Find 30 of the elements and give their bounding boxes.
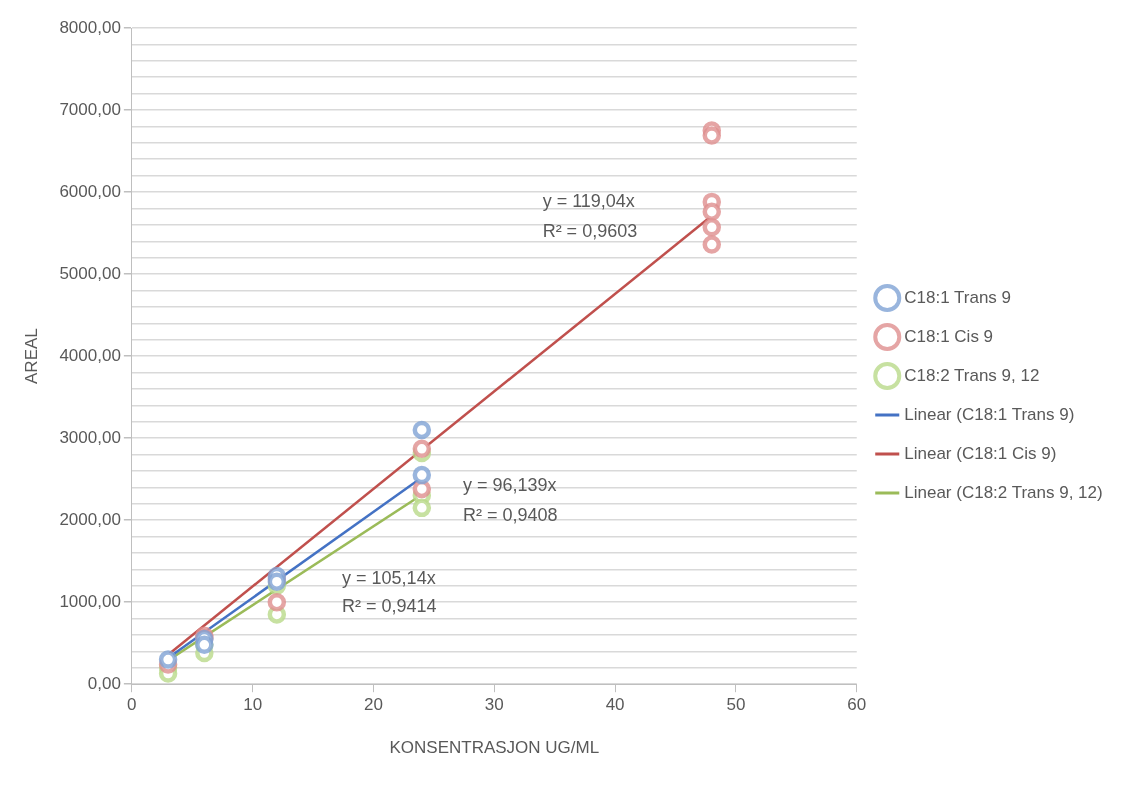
- legend-label: Linear (C18:2 Trans 9, 12): [904, 482, 1103, 502]
- legend-label: Linear (C18:1 Cis 9): [904, 443, 1057, 463]
- annotation: y = 105,14x: [342, 568, 436, 589]
- legend-label: C18:2 Trans 9, 12: [904, 365, 1040, 385]
- x-tick-label: 10: [243, 695, 263, 715]
- legend-label: C18:1 Trans 9: [904, 287, 1012, 307]
- annotation: y = 96,139x: [462, 475, 557, 496]
- y-tick-label: 4000,00: [59, 345, 121, 365]
- annotation: R² = 0,9414: [342, 595, 437, 616]
- annotation: y = 119,04x: [542, 191, 635, 212]
- legend-label: Linear (C18:1 Trans 9): [904, 404, 1075, 424]
- y-tick-label: 0,00: [87, 673, 121, 693]
- y-tick-label: 5000,00: [59, 263, 121, 283]
- y-tick-label: 8000,00: [59, 17, 121, 37]
- y-tick-label: 7000,00: [59, 99, 121, 119]
- x-tick-label: 30: [484, 695, 504, 715]
- annotation: R² = 0,9603: [542, 220, 638, 241]
- y-tick-label: 3000,00: [59, 427, 121, 447]
- x-axis-title: KONSENTRASJON UG/ML: [389, 738, 600, 758]
- y-tick-label: 1000,00: [59, 591, 121, 611]
- x-tick-label: 20: [364, 695, 383, 715]
- x-tick-label: 60: [847, 695, 867, 715]
- annotation: R² = 0,9408: [462, 505, 558, 526]
- x-tick-label: 50: [726, 695, 746, 715]
- y-tick-label: 6000,00: [59, 181, 121, 201]
- x-tick-label: 0: [127, 695, 137, 715]
- y-axis-title: AREAL: [21, 328, 41, 384]
- x-tick-label: 40: [605, 695, 625, 715]
- legend-label: C18:1 Cis 9: [904, 326, 994, 346]
- y-tick-label: 2000,00: [59, 509, 121, 529]
